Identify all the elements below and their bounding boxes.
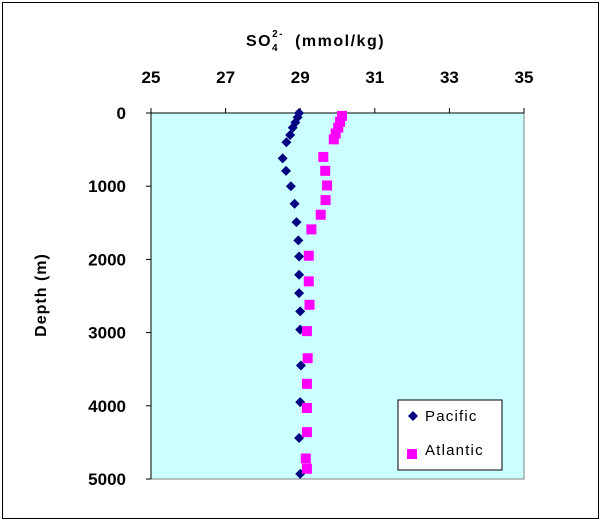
pacific-point	[295, 306, 306, 317]
atlantic-point	[301, 402, 312, 413]
atlantic-point	[322, 180, 333, 191]
atlantic-point	[301, 326, 312, 337]
atlantic-point	[335, 116, 346, 127]
atlantic-point	[318, 151, 329, 162]
chart-title: SO2- 4 (mmol/kg)	[246, 29, 385, 54]
pacific-point	[285, 129, 296, 140]
atlantic-point	[300, 453, 311, 464]
y-axis-label: Depth (m)	[33, 253, 50, 337]
title-subscript: 4	[272, 43, 279, 54]
atlantic-point	[304, 299, 315, 310]
pacific-point	[294, 288, 305, 299]
atlantic-point	[320, 165, 331, 176]
title-superscript: 2-	[272, 29, 284, 40]
x-tick-label: 33	[440, 68, 459, 87]
pacific-point	[294, 433, 305, 444]
y-tick-label: 0	[117, 104, 126, 123]
atlantic-point	[336, 110, 347, 121]
atlantic-point	[328, 134, 339, 145]
pacific-point	[294, 251, 305, 262]
y-tick-label: 4000	[88, 397, 126, 416]
pacific-point	[289, 198, 300, 209]
atlantic-point	[301, 463, 312, 474]
legend-square-marker	[407, 449, 417, 459]
atlantic-point	[301, 427, 312, 438]
x-tick-label: 31	[365, 68, 384, 87]
x-tick-label: 35	[515, 68, 534, 87]
y-tick-label: 2000	[88, 250, 126, 269]
atlantic-point	[306, 224, 317, 235]
pacific-point	[285, 181, 296, 192]
legend-diamond-marker	[408, 411, 418, 421]
data-points	[277, 108, 347, 479]
y-tick-label: 1000	[88, 177, 126, 196]
y-tick-label: 5000	[88, 470, 126, 489]
pacific-point	[294, 269, 305, 280]
title-main: SO	[246, 33, 272, 50]
pacific-point	[281, 165, 292, 176]
x-tick-label: 29	[291, 68, 310, 87]
title-unit: (mmol/kg)	[295, 33, 385, 50]
atlantic-point	[330, 128, 341, 139]
x-tick-label: 27	[216, 68, 235, 87]
atlantic-point	[303, 276, 314, 287]
pacific-point	[293, 235, 304, 246]
legend: Pacific Atlantic	[397, 399, 503, 471]
atlantic-point	[301, 378, 312, 389]
legend-label-atlantic: Atlantic	[425, 442, 484, 459]
legend-label-pacific: Pacific	[425, 408, 478, 425]
pacific-point	[281, 137, 292, 148]
atlantic-point	[302, 353, 313, 364]
atlantic-point	[315, 209, 326, 220]
pacific-point	[277, 153, 288, 164]
y-tick-label: 3000	[88, 324, 126, 343]
x-axis-ticks: 25 27 29 31 33 35	[142, 68, 534, 113]
atlantic-point	[303, 250, 314, 261]
atlantic-point	[333, 122, 344, 133]
x-tick-label: 25	[142, 68, 161, 87]
pacific-point	[291, 217, 302, 228]
y-axis-ticks: 0 1000 2000 3000 4000 5000	[88, 104, 151, 489]
atlantic-point	[320, 195, 331, 206]
